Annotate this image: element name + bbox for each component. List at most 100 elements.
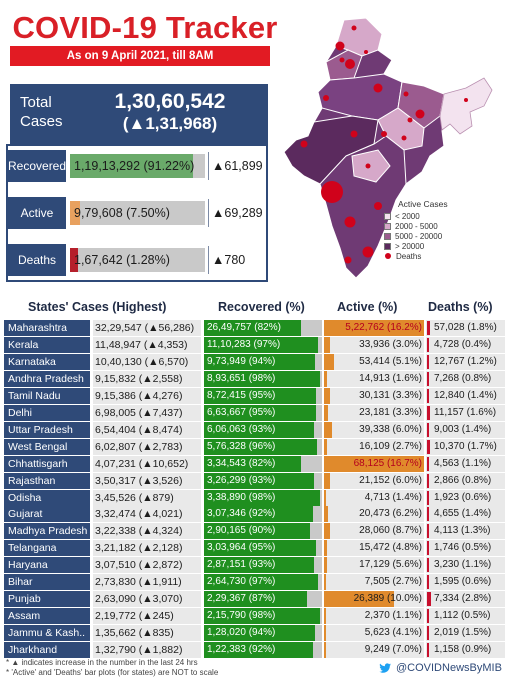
state-cases: 10,40,130 (▲6,570) [93, 353, 201, 370]
state-name: Bihar [4, 574, 90, 591]
death-bubble-ap [374, 202, 382, 210]
legend-title: Active Cases [398, 199, 448, 209]
death-bubble-bihar [403, 91, 409, 97]
date-banner: As on 9 April 2021, till 8AM [10, 46, 270, 66]
active-value: 28,060 (8.7%) [359, 525, 422, 537]
active-bar-fill [324, 557, 327, 574]
active-bar: 15,472 (4.8%) [324, 540, 424, 557]
state-name: Maharashtra [4, 320, 90, 336]
header-active: Active (%) [337, 300, 398, 314]
active-bar: 39,338 (6.0%) [324, 421, 424, 438]
deaths-bar-fill [427, 456, 429, 471]
deaths-value: 2,019 (1.5%) [434, 627, 492, 639]
active-bar-fill [324, 387, 330, 404]
map-region-northeast [439, 77, 493, 135]
recovered-bar-fill [204, 608, 320, 625]
active-value: 14,913 (1.6%) [359, 372, 422, 384]
active-bar: 20,473 (6.2%) [324, 506, 424, 523]
state-name: West Bengal [4, 438, 90, 455]
deaths-bar: 1,746 (0.5%) [426, 540, 505, 557]
deaths-bar-fill [427, 609, 429, 624]
state-cases: 6,98,005 (▲7,437) [93, 404, 201, 421]
death-bubble-delhi [345, 59, 355, 69]
deaths-bar: 1,158 (0.9%) [426, 642, 505, 659]
death-bubble-gujarat [300, 140, 308, 148]
total-cases-panel: Total Cases 1,30,60,542 (▲1,31,968) [10, 84, 268, 144]
header-recovered: Recovered (%) [218, 300, 305, 314]
deaths-value: 1,158 (0.9%) [434, 644, 492, 656]
recovered-bar-fill [204, 642, 313, 659]
active-bar-fill [324, 574, 326, 591]
recovered-value: 11,10,283 (97%) [207, 338, 281, 350]
summary-value: 1,19,13,292 (91.22%) [74, 159, 195, 173]
death-bubble-up [373, 83, 383, 93]
deaths-bar: 11,157 (1.6%) [426, 404, 505, 421]
summary-bar: 1,19,13,292 (91.22%) [70, 154, 205, 178]
recovered-bar-fill [204, 421, 314, 438]
deaths-bar: 9,003 (1.4%) [426, 421, 505, 438]
state-cases: 11,48,947 (▲4,353) [93, 336, 201, 353]
recovered-bar: 3,07,346 (92%) [204, 506, 322, 523]
deaths-value: 4,728 (0.4%) [434, 338, 492, 350]
recovered-bar: 8,93,651 (98%) [204, 370, 322, 387]
state-cases: 3,50,317 (▲3,526) [93, 472, 201, 489]
active-bar: 23,181 (3.3%) [324, 404, 424, 421]
death-bubble-haryana [339, 57, 345, 63]
recovered-value: 6,63,667 (95%) [207, 406, 276, 418]
recovered-bar-fill [204, 336, 319, 353]
state-name: Assam [4, 608, 90, 625]
deaths-bar-fill [427, 371, 429, 386]
state-name: Tamil Nadu [4, 387, 90, 404]
active-bar: 5,623 (4.1%) [324, 625, 424, 642]
table-row: Odisha 3,45,526 (▲879) 3,38,890 (98%) 4,713… [4, 489, 505, 507]
recovered-bar-fill [204, 540, 317, 557]
recovered-value: 3,38,890 (98%) [207, 491, 276, 503]
deaths-bar: 1,595 (0.6%) [426, 574, 505, 591]
active-bar: 33,936 (3.0%) [324, 336, 424, 353]
state-name: Jammu & Kash.. [4, 625, 90, 642]
death-bubble-odisha [401, 135, 407, 141]
deaths-bar: 7,334 (2.8%) [426, 591, 505, 608]
recovered-bar: 1,22,383 (92%) [204, 642, 322, 659]
legend-item: 5000 - 20000 [384, 231, 448, 241]
active-bar-fill [324, 455, 424, 472]
twitter-handle[interactable]: @COVIDNewsByMIB [378, 661, 502, 675]
deaths-bar-fill [427, 507, 429, 522]
recovered-bar-fill [204, 574, 319, 591]
active-value: 33,936 (3.0%) [359, 338, 422, 350]
table-row: West Bengal 6,02,807 (▲2,783) 5,76,328 (96… [4, 438, 505, 456]
recovered-bar-fill [204, 320, 301, 336]
state-cases: 2,73,830 (▲1,911) [93, 574, 201, 591]
deaths-bar: 12,840 (1.4%) [426, 387, 505, 404]
recovered-bar: 26,49,757 (82%) [204, 320, 322, 336]
deaths-value: 1,595 (0.6%) [434, 576, 492, 588]
recovered-bar: 2,87,151 (93%) [204, 557, 322, 574]
table-row: Chhattisgarh 4,07,231 (▲10,652) 3,34,543 (… [4, 455, 505, 473]
recovered-value: 2,64,730 (97%) [207, 576, 276, 588]
active-bar: 2,370 (1.1%) [324, 608, 424, 625]
legend-item-deaths: Deaths [384, 251, 448, 261]
deaths-bar: 57,028 (1.8%) [426, 320, 505, 336]
recovered-bar-fill [204, 489, 320, 506]
deaths-bar: 4,728 (0.4%) [426, 336, 505, 353]
deaths-bar-fill [427, 592, 431, 607]
recovered-bar-fill [204, 370, 320, 387]
state-name: Chhattisgarh [4, 455, 90, 472]
state-name: Rajasthan [4, 472, 90, 489]
page-title: COVID-19 Tracker [12, 10, 278, 45]
active-value: 15,472 (4.8%) [359, 542, 422, 554]
table-row: Assam 2,19,772 (▲245) 2,15,790 (98%) 2,370 … [4, 608, 505, 625]
active-bar: 9,249 (7.0%) [324, 642, 424, 659]
deaths-bar: 1,923 (0.6%) [426, 489, 505, 506]
recovered-bar: 3,26,299 (93%) [204, 472, 322, 489]
table-row: Andhra Pradesh 9,15,832 (▲2,558) 8,93,651 … [4, 370, 505, 388]
recovered-bar: 2,29,367 (87%) [204, 591, 322, 608]
active-bar: 4,713 (1.4%) [324, 489, 424, 506]
table-row: Jharkhand 1,32,790 (▲1,882) 1,22,383 (92%)… [4, 642, 505, 659]
recovered-value: 2,15,790 (98%) [207, 610, 276, 622]
deaths-value: 7,268 (0.8%) [434, 372, 492, 384]
deaths-bar: 2,019 (1.5%) [426, 625, 505, 642]
active-value: 5,623 (4.1%) [364, 627, 422, 639]
recovered-value: 3,07,346 (92%) [207, 508, 276, 520]
recovered-value: 2,90,165 (90%) [207, 525, 276, 537]
